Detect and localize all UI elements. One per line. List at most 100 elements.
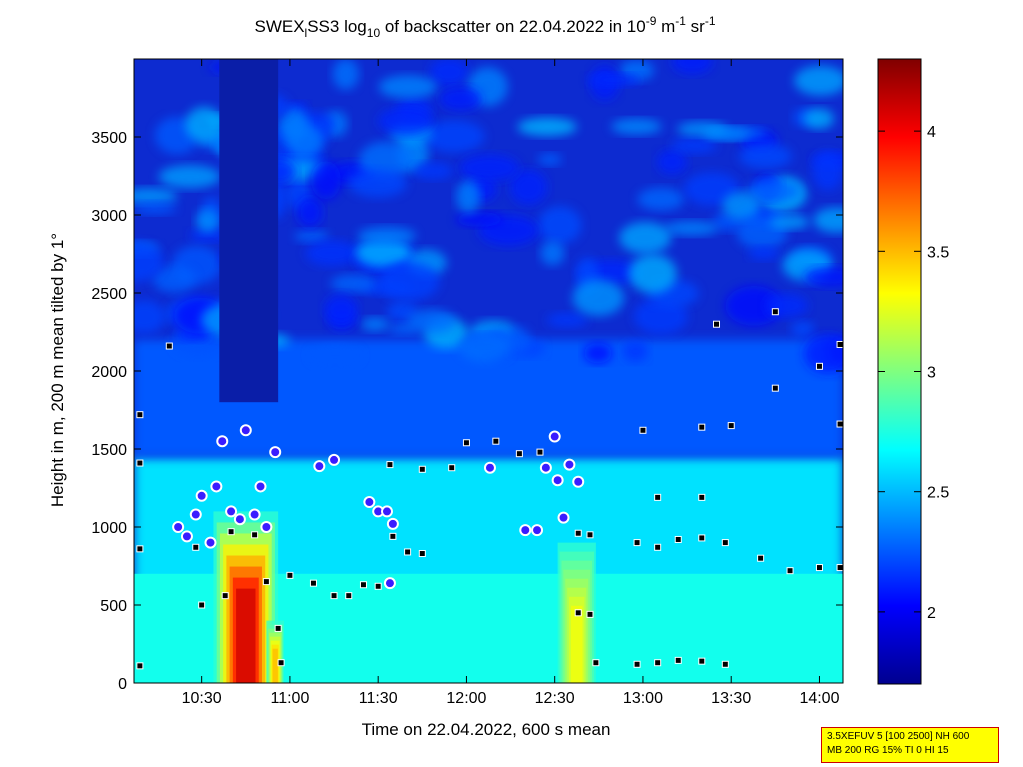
backscatter-patch xyxy=(429,59,469,86)
layer-marker xyxy=(574,609,582,617)
cloud-marker xyxy=(180,530,193,543)
layer-marker xyxy=(592,659,600,667)
layer-marker xyxy=(515,450,523,458)
cloud-marker xyxy=(519,524,532,537)
backscatter-patch xyxy=(622,340,649,362)
layer-marker xyxy=(136,411,144,419)
cloud-marker xyxy=(216,435,229,448)
backscatter-patch xyxy=(459,330,511,363)
backscatter-patch xyxy=(330,274,376,293)
cloud-marker xyxy=(383,577,396,590)
backscatter-patch xyxy=(813,207,843,233)
layer-marker xyxy=(448,464,456,472)
cloud-marker xyxy=(483,461,496,474)
cloud-marker xyxy=(531,524,544,537)
y-tick-label: 2000 xyxy=(91,364,127,381)
backscatter-patch xyxy=(423,120,485,153)
backscatter-patch xyxy=(285,123,323,160)
backscatter-patch xyxy=(158,165,221,189)
backscatter-patch xyxy=(540,240,565,266)
backscatter-patch xyxy=(572,279,624,317)
settings-info-box: 3.5XEFUV 5 [100 2500] NH 600 MB 200 RG 1… xyxy=(821,727,999,763)
backscatter-patch xyxy=(619,221,672,254)
backscatter-patch xyxy=(804,267,843,287)
backscatter-patch xyxy=(294,229,329,243)
backscatter-patch xyxy=(455,212,504,227)
layer-marker xyxy=(274,624,282,632)
cloud-marker xyxy=(328,453,341,466)
layer-marker xyxy=(698,534,706,542)
y-tick-label: 3000 xyxy=(91,208,127,225)
layer-marker xyxy=(815,564,823,572)
layer-marker xyxy=(674,535,682,543)
layer-marker xyxy=(536,448,544,456)
backscatter-patch xyxy=(769,214,810,230)
backscatter-patch xyxy=(583,342,613,364)
backscatter-patch xyxy=(407,309,456,334)
backscatter-patch xyxy=(134,300,166,334)
layer-marker xyxy=(727,422,735,430)
layer-marker xyxy=(633,660,641,668)
backscatter-patch xyxy=(677,121,728,137)
x-tick-label: 11:30 xyxy=(359,690,398,707)
cloud-marker xyxy=(386,517,399,530)
layer-marker xyxy=(136,545,144,553)
x-axis: 10:30 11:00 11:30 12:00 12:30 13:00 13:30 14:00 xyxy=(182,59,840,707)
x-tick-label: 11:00 xyxy=(270,690,309,707)
aerosol-plume xyxy=(236,588,256,683)
backscatter-patch xyxy=(378,106,434,136)
backscatter-patch xyxy=(324,294,358,325)
layer-marker xyxy=(462,439,470,447)
y-tick-label: 3500 xyxy=(91,130,127,147)
y-tick-label: 1000 xyxy=(91,520,127,537)
backscatter-patch xyxy=(611,118,662,135)
heatmap-layers xyxy=(134,59,843,683)
layer-marker xyxy=(586,610,594,618)
layer-marker xyxy=(698,423,706,431)
cloud-marker xyxy=(260,521,273,533)
cloud-marker xyxy=(254,480,267,493)
backscatter-patch xyxy=(748,246,780,261)
heatmap-area xyxy=(134,59,843,683)
layer-marker xyxy=(136,459,144,467)
cloud-marker xyxy=(551,474,564,487)
layer-marker xyxy=(836,564,844,572)
cloud-marker xyxy=(239,424,252,437)
backscatter-patch xyxy=(309,344,362,366)
backscatter-patch xyxy=(637,187,685,211)
cloud-marker xyxy=(210,480,223,493)
y-tick-label: 500 xyxy=(100,598,127,615)
cloud-marker xyxy=(269,446,282,459)
layer-marker xyxy=(771,308,779,316)
colorbar-tick-label: 2.5 xyxy=(927,485,949,502)
backscatter-patch xyxy=(739,143,792,169)
layer-marker xyxy=(698,493,706,501)
layer-marker xyxy=(639,426,647,434)
layer-marker xyxy=(262,578,270,586)
cloud-marker xyxy=(557,511,570,524)
layer-marker xyxy=(286,571,294,579)
backscatter-patch xyxy=(459,154,520,182)
y-tick-label: 2500 xyxy=(91,286,127,303)
backscatter-patch xyxy=(517,117,577,137)
backscatter-patch xyxy=(357,226,417,245)
layer-marker xyxy=(586,531,594,539)
y-axis-label: Height in m, 200 m mean tilted by 1° xyxy=(48,233,67,507)
backscatter-patch xyxy=(503,327,531,353)
layer-marker xyxy=(389,532,397,540)
colorbar-tick-label: 2 xyxy=(927,605,936,622)
x-tick-label: 10:30 xyxy=(182,690,222,707)
colorbar-tick-label: 4 xyxy=(927,124,936,141)
cloud-marker xyxy=(363,496,376,509)
backscatter-patch xyxy=(355,238,412,268)
layer-marker xyxy=(757,554,765,562)
layer-marker xyxy=(165,342,173,350)
marker-layer xyxy=(136,308,844,670)
layer-marker xyxy=(330,592,338,600)
backscatter-patch xyxy=(332,59,359,90)
cloud-marker xyxy=(225,505,238,518)
layer-marker xyxy=(221,592,229,600)
cloud-marker xyxy=(189,508,202,521)
cloud-marker xyxy=(563,458,576,471)
